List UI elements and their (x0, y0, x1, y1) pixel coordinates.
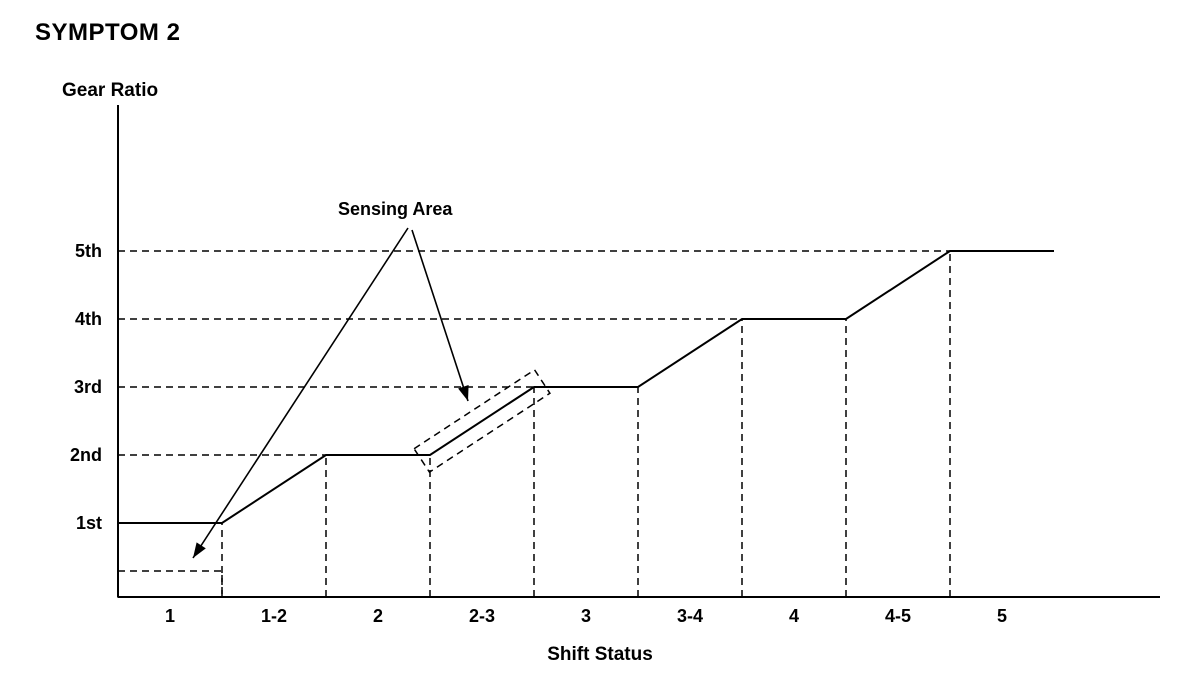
gear-ratio-trace (118, 250, 1054, 524)
y-tick-1st: 1st (76, 513, 102, 533)
x-tick-3: 3 (581, 606, 591, 626)
y-axis-label: Gear Ratio (62, 80, 158, 101)
y-tick-3rd: 3rd (74, 377, 102, 397)
sensing-arrow-left-line (192, 227, 409, 559)
sensing-area-label: Sensing Area (338, 199, 453, 219)
sensing-area-box-low (117, 570, 223, 598)
sensing-arrow-left-head (193, 542, 206, 558)
x-tick-1: 1 (165, 606, 175, 626)
y-tick-5th: 5th (75, 241, 102, 261)
chart-layer: 1st 2nd 3rd 4th 5th 1 1-2 2 2-3 3 3-4 4 4-5 5 (70, 105, 1160, 626)
x-tick-4: 4 (789, 606, 799, 626)
x-axis-label: Shift Status (547, 644, 653, 665)
x-tick-3-4: 3-4 (677, 606, 703, 626)
sensing-arrow-right-line (411, 229, 469, 402)
sensing-arrow-right-head (458, 385, 469, 401)
x-tick-2: 2 (373, 606, 383, 626)
x-tick-1-2: 1-2 (261, 606, 287, 626)
x-tick-4-5: 4-5 (885, 606, 911, 626)
y-tick-2nd: 2nd (70, 445, 102, 465)
x-tick-5: 5 (997, 606, 1007, 626)
sensing-area-box-ramp (413, 368, 551, 474)
page-title: SYMPTOM 2 (35, 19, 180, 46)
y-tick-4th: 4th (75, 309, 102, 329)
x-tick-2-3: 2-3 (469, 606, 495, 626)
